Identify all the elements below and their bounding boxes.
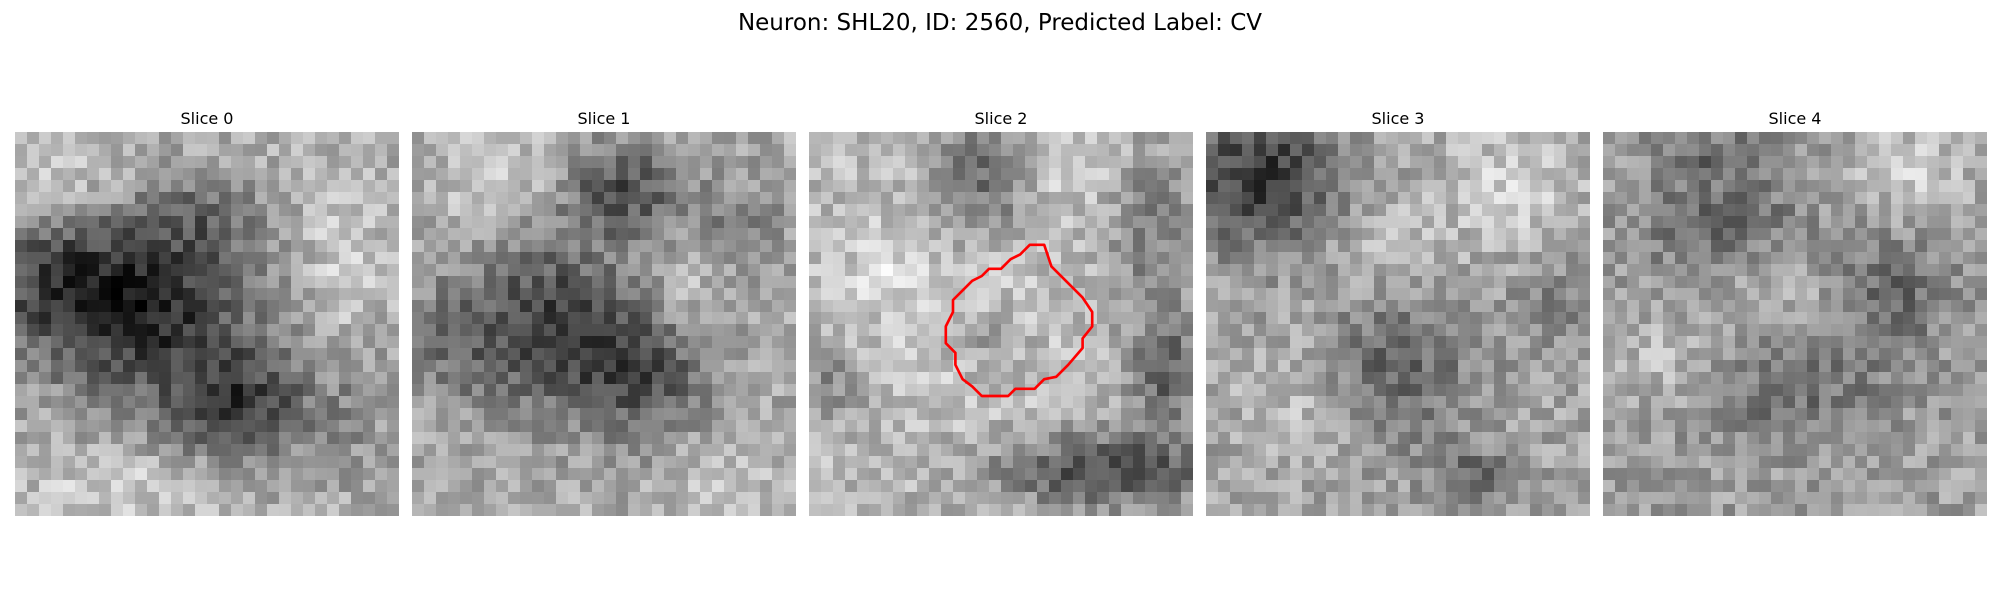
slice-panel-3: Slice 3	[1206, 108, 1590, 516]
slice-image	[412, 132, 796, 516]
segmentation-contour	[944, 243, 1094, 398]
slice-image	[1206, 132, 1590, 516]
slice-title: Slice 1	[577, 109, 631, 128]
slice-title: Slice 0	[180, 109, 234, 128]
slice-panel-0: Slice 0	[15, 108, 399, 516]
slice-panel-1: Slice 1	[412, 108, 796, 516]
slice-title: Slice 2	[974, 109, 1028, 128]
figure-title: Neuron: SHL20, ID: 2560, Predicted Label…	[737, 10, 1263, 36]
slice-title: Slice 4	[1768, 109, 1822, 128]
slice-title: Slice 3	[1371, 109, 1425, 128]
slice-image	[1603, 132, 1987, 516]
slice-panel-4: Slice 4	[1603, 108, 1987, 516]
slice-panel-2: Slice 2	[809, 108, 1193, 516]
slice-image	[15, 132, 399, 516]
slice-image	[809, 132, 1193, 516]
